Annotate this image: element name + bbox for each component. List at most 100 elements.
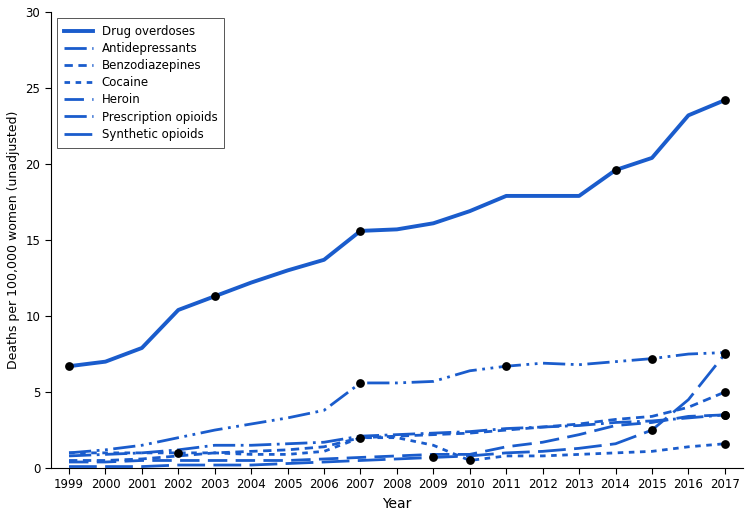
Synthetic opioids [647,427,656,433]
Prescription opioids [174,435,183,441]
Cocaine [174,450,183,456]
Antidepressants [611,420,620,426]
Point [172,449,184,457]
Prescription opioids [429,378,438,384]
Antidepressants [538,424,548,430]
Prescription opioids [137,442,146,449]
Heroin [502,444,511,450]
Benzodiazepines [502,427,511,433]
Drug overdoses [720,97,729,103]
Point [718,411,730,419]
Heroin [647,420,656,426]
Antidepressants [64,453,74,459]
Cocaine [720,441,729,447]
Heroin [101,459,110,465]
Prescription opioids [574,362,584,368]
Benzodiazepines [247,448,256,454]
Cocaine [538,453,548,459]
Point [355,379,367,387]
Synthetic opioids [465,453,474,459]
Point [646,354,658,363]
Prescription opioids [720,350,729,356]
Benzodiazepines [538,424,548,430]
Synthetic opioids [137,464,146,470]
Drug overdoses [101,358,110,365]
Prescription opioids [210,427,219,433]
Antidepressants [320,439,328,445]
Synthetic opioids [502,450,511,456]
Cocaine [647,448,656,454]
Heroin [684,413,693,420]
Heroin [210,457,219,464]
Antidepressants [283,441,292,447]
Prescription opioids [64,450,74,456]
Heroin [574,431,584,438]
Synthetic opioids [64,464,74,470]
Point [646,426,658,434]
Prescription opioids [684,351,693,357]
Cocaine [356,435,365,441]
Drug overdoses [684,112,693,119]
Cocaine [684,444,693,450]
Antidepressants [210,442,219,449]
Drug overdoses [429,220,438,226]
Heroin [64,459,74,465]
Prescription opioids [465,368,474,374]
Point [718,349,730,357]
Heroin [356,454,365,461]
Cocaine [392,435,401,441]
Point [355,434,367,442]
Point [718,96,730,104]
Heroin [137,457,146,464]
Line: Prescription opioids: Prescription opioids [69,353,724,453]
Benzodiazepines [392,433,401,439]
Benzodiazepines [720,389,729,395]
Y-axis label: Deaths per 100,000 women (unadjusted): Deaths per 100,000 women (unadjusted) [7,111,20,369]
Benzodiazepines [647,413,656,420]
Point [718,411,730,419]
Cocaine [429,442,438,449]
Benzodiazepines [174,453,183,459]
Synthetic opioids [320,459,328,465]
Prescription opioids [647,355,656,362]
Antidepressants [720,412,729,418]
Antidepressants [684,415,693,421]
Prescription opioids [283,415,292,421]
Line: Antidepressants: Antidepressants [69,415,724,456]
Heroin [611,422,620,428]
Drug overdoses [210,293,219,299]
Benzodiazepines [320,444,328,450]
Heroin [429,451,438,457]
Line: Benzodiazepines: Benzodiazepines [69,392,724,461]
Heroin [247,457,256,464]
Synthetic opioids [611,441,620,447]
Prescription opioids [392,380,401,386]
Benzodiazepines [283,447,292,453]
Benzodiazepines [137,456,146,462]
Point [718,350,730,358]
Heroin [538,439,548,445]
Point [464,456,476,465]
X-axis label: Year: Year [382,497,412,511]
Drug overdoses [647,155,656,161]
Benzodiazepines [356,435,365,441]
Point [63,362,75,370]
Line: Heroin: Heroin [69,415,724,462]
Point [209,292,220,300]
Antidepressants [465,428,474,435]
Benzodiazepines [611,416,620,423]
Cocaine [101,450,110,456]
Benzodiazepines [465,430,474,436]
Cocaine [502,453,511,459]
Synthetic opioids [174,462,183,468]
Drug overdoses [137,345,146,351]
Heroin [174,457,183,464]
Antidepressants [101,451,110,457]
Benzodiazepines [210,450,219,456]
Prescription opioids [502,363,511,369]
Point [500,362,512,370]
Drug overdoses [574,193,584,199]
Cocaine [283,451,292,457]
Heroin [320,456,328,462]
Synthetic opioids [538,448,548,454]
